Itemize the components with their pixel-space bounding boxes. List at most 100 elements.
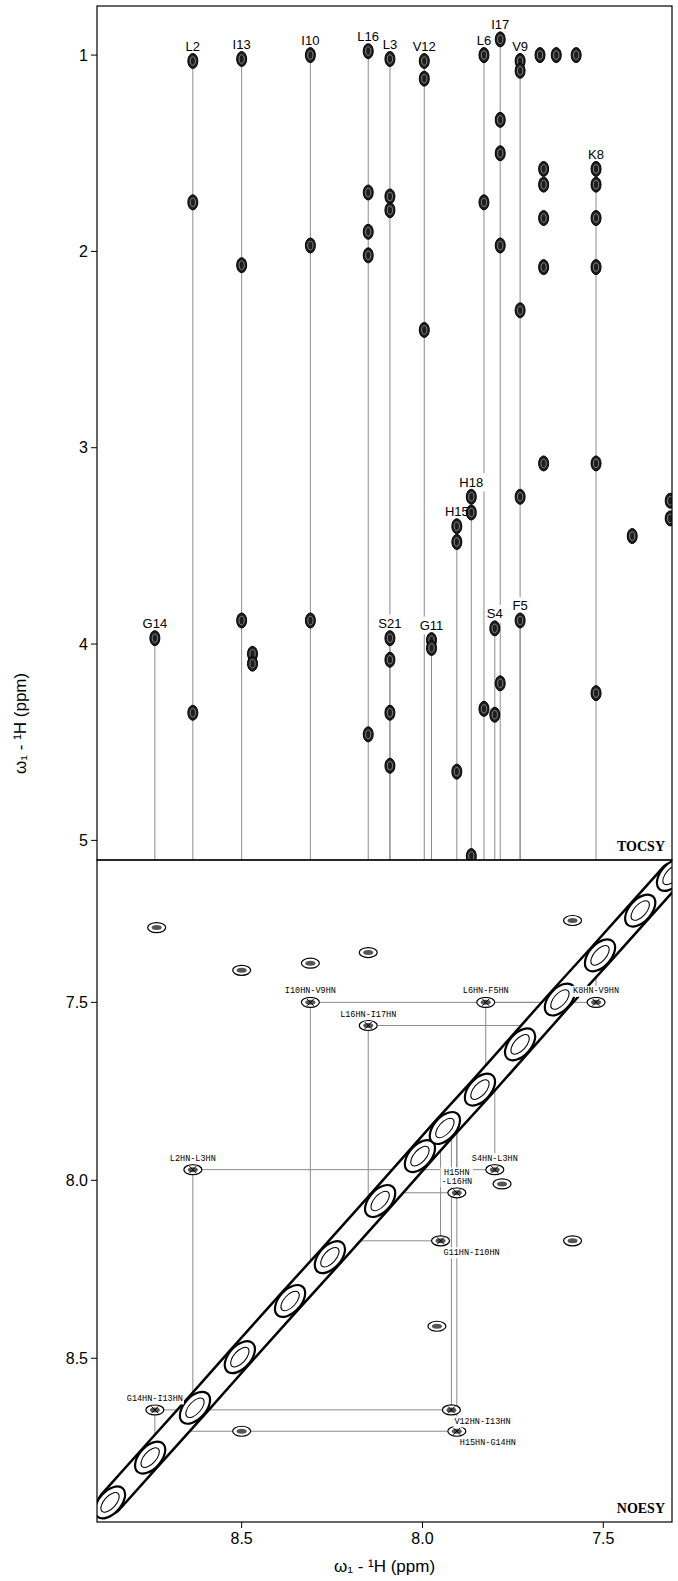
contour-inner <box>387 762 392 770</box>
contour-outer <box>428 1321 446 1331</box>
noesy-peak <box>432 1236 450 1246</box>
contour-inner <box>429 644 434 652</box>
contour-inner <box>366 730 371 738</box>
tocsy-peak <box>479 195 489 210</box>
contour-inner <box>308 616 313 624</box>
contour-inner <box>190 709 195 717</box>
tocsy-peak <box>452 764 462 779</box>
contour-outer <box>587 997 605 1007</box>
panel-title: TOCSY <box>617 839 665 854</box>
contour-inner <box>508 1031 533 1057</box>
tocsy-peak <box>479 48 489 63</box>
contour-inner <box>518 306 523 314</box>
contour-outer <box>301 997 319 1007</box>
x-tick-label: 8.0 <box>411 1530 433 1547</box>
connectivity-line <box>451 1121 452 1410</box>
tocsy-peak <box>248 656 258 671</box>
y-tick-label: 4 <box>79 636 88 653</box>
contour-outer <box>188 53 198 68</box>
contour-inner <box>250 659 255 667</box>
contour-outer <box>619 889 661 932</box>
contour-inner <box>366 228 371 236</box>
peak-cross <box>365 1022 372 1029</box>
tocsy-peak <box>490 707 500 722</box>
contour-inner <box>152 925 162 930</box>
y-tick <box>91 55 97 56</box>
contour-outer <box>385 758 395 773</box>
contour-inner <box>387 709 392 717</box>
peak-label-line: L16HN-I17HN <box>340 1010 396 1020</box>
contour-inner <box>554 51 559 59</box>
contour-outer <box>363 248 373 263</box>
contour-inner <box>481 51 486 59</box>
contour-inner <box>469 508 474 516</box>
tocsy-peak <box>591 211 601 226</box>
contour-inner <box>308 51 313 59</box>
noesy-peak <box>359 1021 377 1031</box>
residue-label: I17 <box>491 17 509 32</box>
residue-label: I10 <box>301 33 319 48</box>
peak-label-line: -L16HN <box>442 1177 473 1187</box>
contour-outer <box>452 764 462 779</box>
contour-inner <box>368 1188 393 1214</box>
peak-cross <box>593 999 600 1006</box>
contour-outer <box>419 71 429 86</box>
peak-cross <box>453 1189 460 1196</box>
contour-outer <box>237 613 247 628</box>
contour-outer <box>515 489 525 504</box>
tocsy-peak <box>305 48 315 63</box>
y-tick-label: 8.5 <box>66 1350 88 1367</box>
residue-label: L16 <box>357 29 379 44</box>
contour-inner <box>498 116 503 124</box>
y-axis-title: ω₁ - ¹H (ppm) <box>11 673 30 774</box>
spin-system-line <box>192 55 193 860</box>
residue-label: L6 <box>477 33 491 48</box>
contour-outer <box>564 916 582 926</box>
tocsy-peak <box>363 727 373 742</box>
contour-outer <box>479 48 489 63</box>
spin-system-line <box>520 615 521 860</box>
contour-inner <box>541 180 546 188</box>
tocsy-peak <box>237 52 247 67</box>
contour-inner <box>305 961 315 966</box>
tocsy-peak <box>495 112 505 127</box>
contour-outer <box>174 1386 216 1429</box>
peak-label: H15HN-L16HN <box>442 1168 473 1187</box>
tocsy-peak <box>627 529 637 544</box>
residue-label: V9 <box>512 39 528 54</box>
contour-outer <box>571 48 581 63</box>
x-tick <box>603 1522 604 1528</box>
contour-inner <box>366 47 371 55</box>
noesy-peak <box>146 1405 164 1415</box>
contour-outer <box>479 701 489 716</box>
connectivity-line <box>368 1026 369 1215</box>
contour-outer <box>495 112 505 127</box>
contour-outer <box>466 849 476 860</box>
contour-inner <box>452 1429 462 1434</box>
diagonal-peak <box>174 1386 216 1429</box>
spin-system-line <box>494 622 495 860</box>
y-tick-label: 2 <box>79 243 88 260</box>
figure: G14L2I13I10L16L3S21V12G11H15H18L6S4I17V9… <box>0 0 678 1581</box>
contour-inner <box>436 1238 446 1243</box>
tocsy-peak <box>495 32 505 47</box>
contour-outer <box>148 923 166 933</box>
diagonal-peak <box>359 1180 401 1223</box>
noesy-peak <box>233 1426 251 1436</box>
contour-inner <box>588 942 613 968</box>
tocsy-peak <box>665 511 672 526</box>
contour-outer <box>363 727 373 742</box>
contour-outer <box>515 613 525 628</box>
tocsy-peak <box>385 652 395 667</box>
contour-inner <box>387 55 392 63</box>
contour-outer <box>129 1436 171 1479</box>
contour-inner <box>387 206 392 214</box>
contour-inner <box>537 51 542 59</box>
contour-outer <box>466 489 476 504</box>
label-patch <box>284 986 337 997</box>
contour-outer <box>564 1236 582 1246</box>
tocsy-peak <box>237 613 247 628</box>
tocsy-peak <box>385 52 395 67</box>
peak-cross <box>189 1166 196 1173</box>
contour-outer <box>452 534 462 549</box>
